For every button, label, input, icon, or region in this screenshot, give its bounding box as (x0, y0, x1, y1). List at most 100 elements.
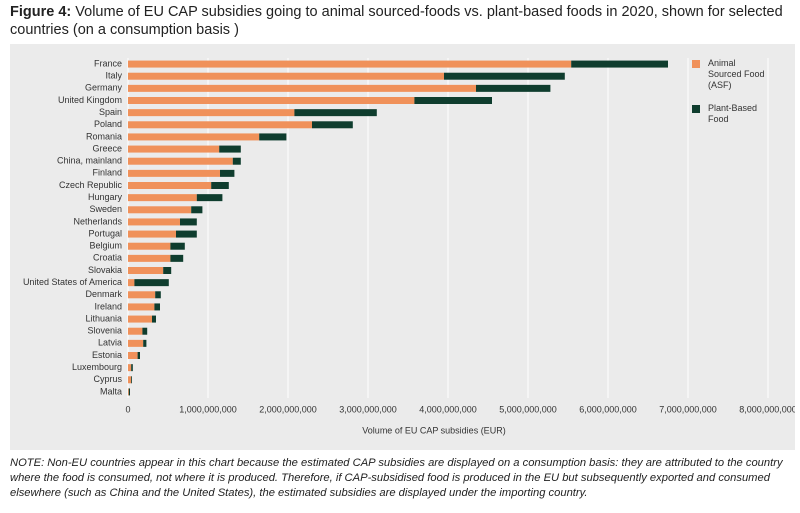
bar-segment (176, 230, 197, 238)
y-tick-label: United States of America (23, 277, 122, 287)
bar-segment (128, 169, 220, 177)
y-tick-label: Italy (105, 71, 122, 81)
x-tick-label: 2,000,000,000 (259, 404, 317, 414)
legend-swatch (692, 105, 700, 113)
bar-segment (128, 364, 132, 372)
bar-segment (128, 230, 176, 238)
legend-label: Animal Sourced Food (ASF) (708, 58, 765, 90)
y-tick-label: Netherlands (73, 216, 122, 226)
x-tick-label: 1,000,000,000 (179, 404, 237, 414)
y-tick-label: Estonia (92, 350, 122, 360)
bar-segment (128, 218, 180, 226)
x-tick-label: 6,000,000,000 (579, 404, 637, 414)
bar-segment (128, 206, 192, 214)
bar-segment (170, 254, 184, 262)
y-tick-label: Ireland (94, 301, 122, 311)
y-tick-label: Belgium (89, 241, 122, 251)
chart: 0 1,000,000,000 2,000,000,000 3,000,000,000… (23, 58, 795, 435)
bar-segment (476, 84, 551, 92)
bar-segment (137, 352, 140, 359)
bar-segment (142, 327, 148, 335)
chart-title: Figure 4: Volume of EU CAP subsidies goi… (10, 3, 795, 39)
y-tick-label: Czech Republic (59, 180, 123, 190)
y-tick-label: Finland (92, 168, 122, 178)
bar-segment (128, 327, 143, 335)
bar-segment (152, 315, 156, 323)
y-tick-label: Slovenia (87, 326, 122, 336)
y-tick-label: Sweden (89, 204, 122, 214)
bar-segment (128, 352, 138, 359)
bar-segment (128, 60, 572, 68)
bar-segment (294, 109, 377, 117)
bar-segment (220, 169, 235, 177)
y-tick-label: Lithuania (85, 313, 122, 323)
y-tick-label: Hungary (88, 192, 123, 202)
x-axis-label: Volume of EU CAP subsidies (EUR) (362, 425, 505, 435)
legend: Animal Sourced Food (ASF) Plant-Based Foo… (692, 58, 782, 137)
bar-segment (128, 84, 476, 92)
bar-segment (131, 364, 133, 372)
bar-segment (128, 242, 171, 250)
x-tick-label: 8,000,000,000 (739, 404, 795, 414)
bar-segment (128, 376, 132, 384)
bar-segment (180, 218, 197, 226)
legend-label: Plant-Based Food (708, 103, 758, 124)
bar-segment (154, 303, 160, 311)
figure-label: Figure 4: (10, 4, 72, 20)
bar-segment (571, 60, 668, 68)
bar-segment (128, 133, 260, 141)
y-tick-label: Spain (99, 107, 122, 117)
bar-segment (128, 303, 155, 311)
x-tick-label: 7,000,000,000 (659, 404, 717, 414)
bar-segment (128, 109, 295, 117)
bar-segment (128, 182, 212, 189)
bar-segment (219, 145, 241, 153)
bar-segment (128, 194, 197, 202)
bar-segment (128, 121, 312, 129)
y-tick-label: Cyprus (93, 374, 122, 384)
bar-segment (134, 279, 169, 287)
bar-segment (312, 121, 353, 129)
bar-segment (414, 97, 492, 104)
y-tick-label: Germany (85, 83, 123, 93)
bar-segment (128, 279, 135, 287)
bar-segment (191, 206, 203, 214)
bar-segment (128, 254, 171, 262)
x-tick-label: 0 (125, 404, 130, 414)
bar-segment (128, 145, 220, 153)
bar-segment (128, 291, 156, 299)
bar-segment (128, 339, 144, 347)
y-tick-label: France (94, 58, 122, 68)
bar-segment (444, 72, 565, 80)
bar-segment (128, 267, 164, 274)
y-tick-label: Denmark (85, 289, 122, 299)
bar-segment (170, 242, 185, 250)
bar-segment (128, 157, 233, 165)
y-tick-label: Greece (92, 143, 122, 153)
y-tick-label: Poland (94, 119, 122, 129)
y-tick-label: Latvia (98, 338, 122, 348)
y-tick-label: Luxembourg (72, 362, 122, 372)
bar-segment (128, 97, 415, 104)
bar-segment (143, 339, 147, 347)
y-tick-label: China, mainland (57, 156, 122, 166)
chart-area: 0 1,000,000,000 2,000,000,000 3,000,000,000… (10, 44, 795, 450)
y-tick-label: Croatia (93, 253, 122, 263)
title-text: Volume of EU CAP subsidies going to anim… (10, 4, 783, 38)
x-tick-label: 4,000,000,000 (419, 404, 477, 414)
bar-segment (128, 388, 130, 396)
bar-segment (232, 157, 241, 165)
bar-segment (128, 72, 444, 80)
note: NOTE: Non-EU countries appear in this ch… (10, 457, 783, 499)
bar-segment (131, 376, 132, 384)
bar-segment (211, 182, 229, 189)
x-tick-label: 3,000,000,000 (339, 404, 397, 414)
legend-item: Animal Sourced Food (ASF) (692, 58, 782, 91)
legend-item: Plant-Based Food (692, 103, 782, 125)
bar-segment (196, 194, 223, 202)
y-tick-label: Romania (86, 131, 122, 141)
y-tick-label: United Kingdom (58, 95, 122, 105)
bar-segment (163, 267, 172, 274)
bar-segment (128, 388, 129, 396)
